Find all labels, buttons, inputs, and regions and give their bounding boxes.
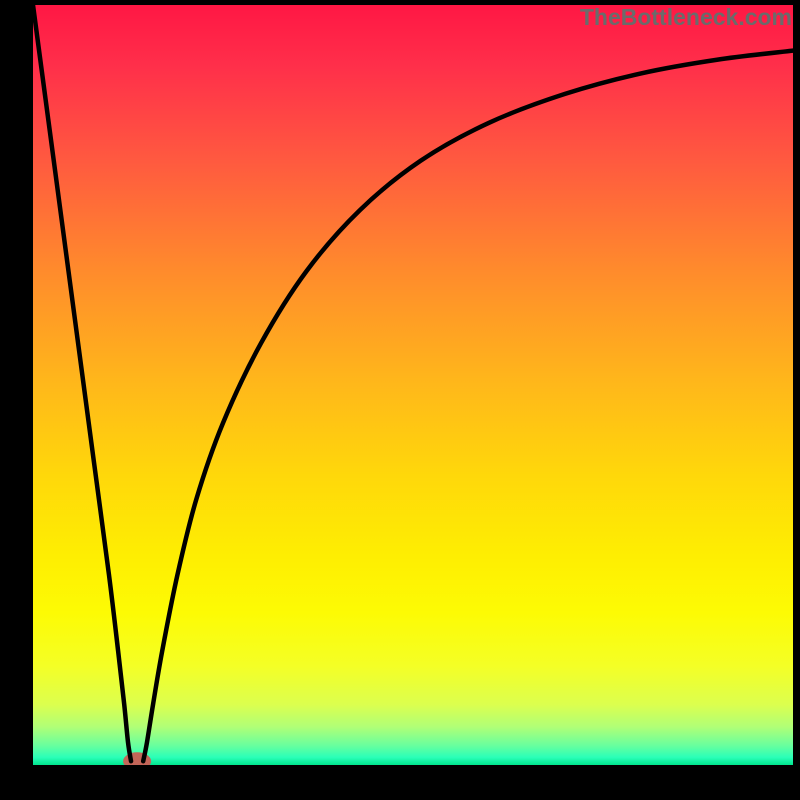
- chart-container: TheBottleneck.com: [0, 0, 800, 800]
- plot-area: [33, 5, 793, 765]
- watermark-text: TheBottleneck.com: [580, 4, 792, 31]
- gradient-background: [33, 5, 793, 765]
- plot-svg: [33, 5, 793, 765]
